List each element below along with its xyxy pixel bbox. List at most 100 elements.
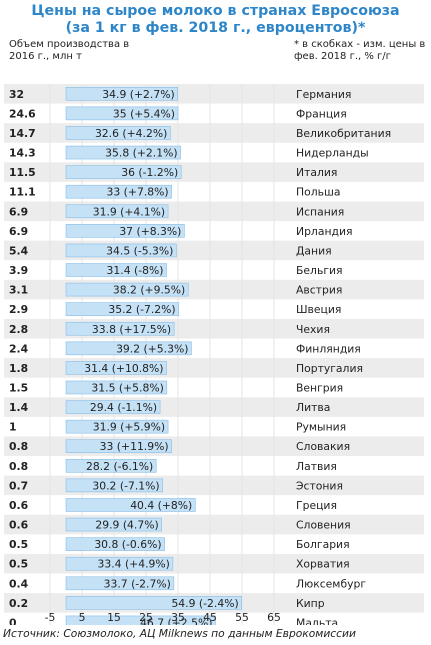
price-bar	[65, 341, 192, 356]
price-bar	[65, 537, 165, 551]
production-value: 2.4	[9, 342, 29, 355]
country-label: Чехия	[296, 323, 330, 336]
bar-value-label: 35.8 (+2.1%)	[105, 147, 177, 160]
price-bar	[65, 86, 178, 101]
bar-value-label: 31.9 (+4.1%)	[93, 205, 165, 218]
x-tick-label: 55	[235, 611, 249, 624]
country-label: Литва	[296, 401, 330, 414]
bar-value-label: 33 (+7.8%)	[107, 186, 169, 199]
country-label: Франция	[296, 107, 347, 120]
production-value: 0.5	[9, 538, 28, 551]
bar-value-label: 31.9 (+5.9%)	[93, 421, 165, 434]
country-label: Болгария	[296, 538, 350, 551]
bar-value-label: 30.2 (-7.1%)	[92, 479, 159, 492]
x-tick-label: 15	[107, 611, 121, 624]
production-value: 14.7	[9, 127, 36, 140]
price-bar	[65, 263, 167, 277]
price-bar	[65, 517, 162, 532]
bar-value-label: 31.5 (+5.8%)	[91, 381, 163, 394]
production-value: 0.6	[9, 499, 28, 512]
footnote-line1: * в скобках - изм. цены в	[294, 39, 426, 50]
country-label: Латвия	[296, 460, 337, 473]
country-label: Польша	[296, 186, 341, 199]
bar-value-label: 28.2 (-6.1%)	[86, 460, 153, 473]
production-note-line1: Объем производства в	[9, 39, 130, 50]
production-value: 0.4	[9, 577, 29, 590]
production-value: 2.8	[9, 323, 28, 336]
production-value: 0.8	[9, 460, 28, 473]
country-label: Нидерланды	[296, 147, 369, 160]
country-label: Мальта	[296, 616, 338, 625]
x-tick-label: 65	[267, 611, 281, 624]
country-label: Германия	[296, 88, 351, 101]
production-value: 32	[9, 88, 24, 101]
production-value: 0.7	[9, 479, 28, 492]
bar-value-label: 35.2 (-7.2%)	[108, 303, 175, 316]
production-column-note: Объем производства в 2016 г., млн т	[9, 39, 159, 63]
chart-title: Цены на сырое молоко в странах Евросоюза…	[0, 3, 431, 37]
production-value: 0.5	[9, 558, 28, 571]
price-bar	[65, 419, 169, 434]
price-bar	[65, 321, 175, 336]
x-tick-label: 45	[203, 611, 217, 624]
price-bar	[65, 615, 216, 625]
price-bar	[65, 498, 196, 512]
price-bar-chart: 34.9 (+2.7%) 32 Германия 35 (+5.4%) 24.6 Фран…	[4, 84, 424, 625]
bar-value-label: 33.4 (+4.9%)	[98, 558, 170, 571]
production-value: 2.9	[9, 303, 28, 316]
production-value: 1	[9, 421, 17, 434]
bar-value-label: 54.9 (-2.4%)	[171, 597, 238, 610]
country-label: Румыния	[296, 421, 346, 434]
country-label: Греция	[296, 499, 337, 512]
bar-value-label: 32.6 (+4.2%)	[95, 127, 167, 140]
price-bar	[65, 126, 171, 140]
country-label: Хорватия	[296, 558, 350, 571]
price-bar	[65, 459, 157, 473]
footnote: * в скобках - изм. цены в фев. 2018 г., …	[294, 39, 429, 63]
country-label: Великобритания	[296, 127, 391, 140]
production-note-line2: 2016 г., млн т	[9, 51, 82, 62]
bar-value-label: 33 (+11.9%)	[100, 440, 169, 453]
price-bar	[65, 302, 179, 316]
production-value: 1.8	[9, 362, 28, 375]
country-label: Эстония	[296, 479, 343, 492]
bar-value-label: 31.4 (-8%)	[107, 264, 164, 277]
production-value: 3.1	[9, 284, 28, 297]
country-label: Австрия	[296, 284, 342, 297]
bar-value-label: 29.9 (4.7%)	[95, 519, 158, 532]
production-value: 1.5	[9, 381, 28, 394]
price-bar	[65, 224, 185, 238]
country-label: Кипр	[296, 597, 325, 610]
price-bar	[65, 243, 177, 258]
country-label: Италия	[296, 166, 337, 179]
country-label: Венгрия	[296, 381, 343, 394]
country-label: Финляндия	[296, 342, 361, 355]
price-bar	[65, 556, 174, 571]
bar-value-label: 34.9 (+2.7%)	[102, 88, 174, 101]
country-label: Испания	[296, 205, 344, 218]
bar-value-label: 46.7 (+2.5%)	[140, 616, 212, 625]
country-label: Ирландия	[296, 225, 352, 238]
production-value: 0.8	[9, 440, 28, 453]
country-label: Португалия	[296, 362, 363, 375]
bar-value-label: 35 (+5.4%)	[113, 107, 175, 120]
country-label: Словакия	[296, 440, 350, 453]
chart-title-line2: (за 1 кг в фев. 2018 г., евроцентов)*	[65, 20, 366, 36]
bar-value-label: 29.4 (-1.1%)	[90, 401, 157, 414]
price-bar	[65, 576, 175, 591]
price-bar	[65, 184, 172, 199]
bar-value-label: 31.4 (+10.8%)	[84, 362, 163, 375]
production-value: 1.4	[9, 401, 29, 414]
x-tick-label: 25	[139, 611, 153, 624]
country-label: Дания	[296, 244, 332, 257]
production-value: 14.3	[9, 147, 36, 160]
price-bar	[65, 145, 181, 160]
price-bar	[65, 106, 179, 121]
bar-value-label: 34.5 (-5.3%)	[106, 244, 173, 257]
production-value: 6.9	[9, 205, 28, 218]
price-bar	[65, 282, 189, 297]
country-label: Люксембург	[296, 577, 366, 590]
production-value: 0.6	[9, 519, 28, 532]
footnote-line2: фев. 2018 г., % г/г	[294, 51, 391, 62]
price-bar	[65, 204, 169, 219]
